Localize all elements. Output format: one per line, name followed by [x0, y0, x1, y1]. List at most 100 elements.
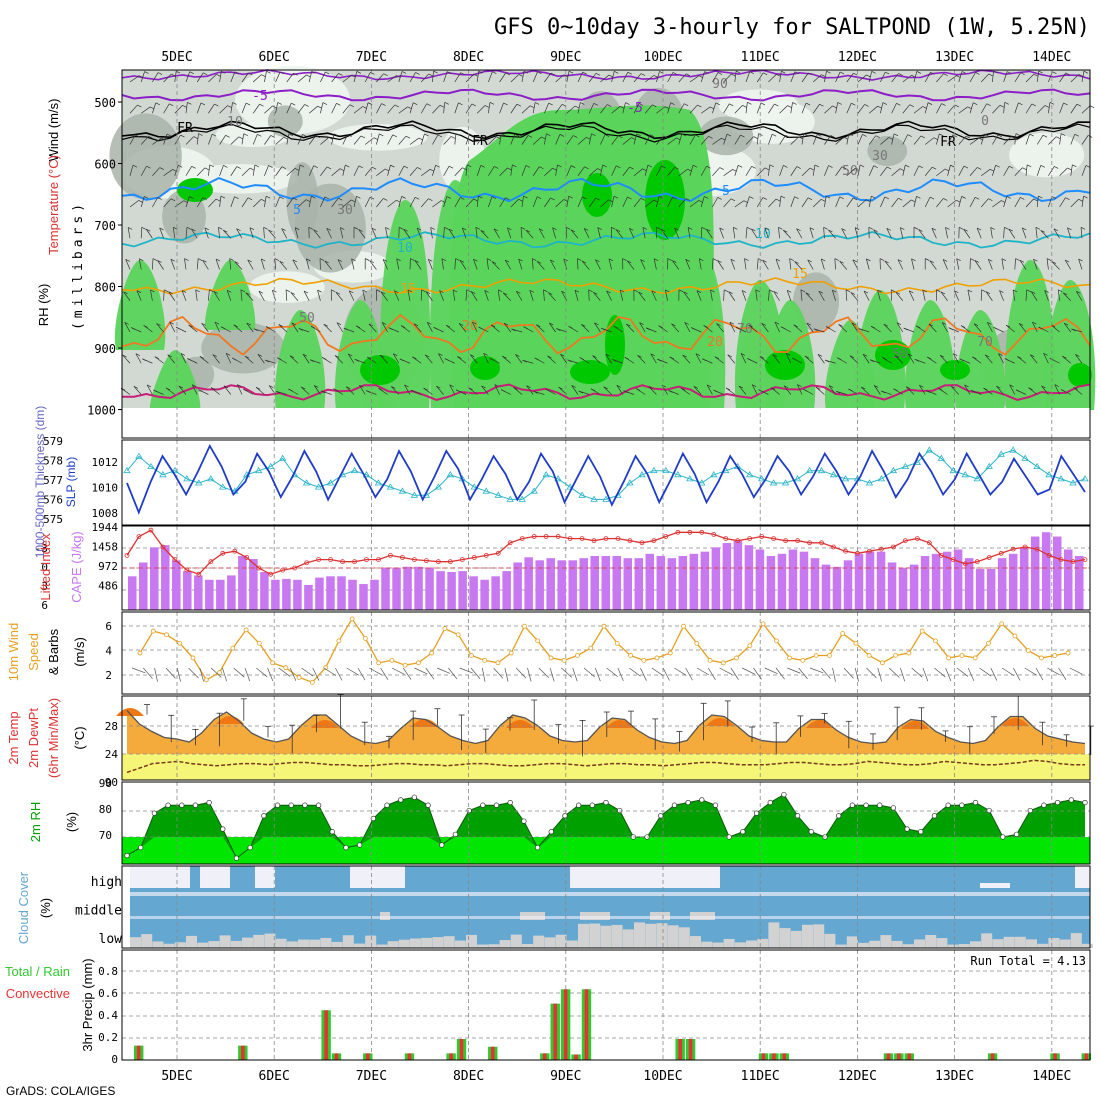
wind-barb — [588, 289, 590, 301]
thickness-label: 1000-500mb Thickness (dm) — [33, 406, 47, 559]
wind-barb-flag — [627, 196, 632, 200]
wind-barb-10m — [199, 667, 204, 682]
wind-barb-flag — [619, 289, 625, 293]
wind-barb-flag — [229, 258, 234, 261]
wind-barb-10m — [549, 667, 555, 682]
thickness-point — [841, 475, 850, 482]
cape-bar — [128, 576, 137, 610]
wind-barb-flag — [776, 74, 781, 77]
wind-barb-flag — [550, 197, 555, 201]
li-point — [148, 527, 154, 533]
rh2m-point — [480, 802, 486, 808]
wind-barb — [924, 196, 931, 208]
precip-convective-bar — [1053, 1053, 1057, 1060]
wind-barb — [727, 354, 736, 364]
wind-barb — [963, 229, 971, 239]
cape-bar — [700, 551, 710, 610]
wind-barb — [532, 102, 536, 114]
wind-barb-flag — [466, 164, 472, 168]
wind-barb-flag — [915, 325, 921, 329]
wind-barb-flag — [249, 167, 255, 171]
rh2m-point — [329, 829, 335, 835]
wind-barb-flag — [804, 355, 810, 359]
li-point — [855, 550, 860, 556]
wind-barb-flag — [772, 354, 777, 357]
wind-barb-flag — [729, 103, 734, 107]
rh2m-point — [384, 802, 390, 808]
wind-barb — [443, 227, 445, 239]
low-cloud-bar — [835, 944, 847, 948]
wind-barb — [656, 71, 660, 83]
wind-barb — [547, 292, 556, 301]
thickness-point — [710, 471, 718, 478]
wind-barb — [992, 71, 994, 83]
wind-barb — [140, 196, 145, 208]
wind-barb-flag — [1033, 258, 1038, 262]
wind-barb — [577, 102, 581, 114]
wind-speed-point — [309, 679, 315, 685]
wind-barb — [510, 74, 520, 83]
wind-barb-10m — [210, 667, 222, 678]
wind-speed-point — [482, 657, 488, 663]
wind-barb — [1054, 384, 1060, 395]
wind-barb — [404, 384, 411, 395]
rh2m-point — [890, 805, 897, 811]
wind-barb-flag — [446, 196, 451, 199]
wind-barb — [146, 384, 153, 395]
wind-barb-flag — [478, 70, 483, 74]
wind-barb-flag — [1033, 73, 1038, 77]
wind-barb-flag — [581, 324, 586, 327]
wind-barb — [684, 322, 691, 333]
wind-barb — [443, 196, 448, 208]
wind-barb — [458, 323, 467, 333]
wind-speed-point — [853, 640, 859, 646]
wind-barb — [135, 353, 142, 364]
wind-barb — [656, 165, 662, 176]
wind-barb-flag — [394, 104, 399, 108]
wind-speed-point — [455, 632, 461, 638]
wind-barb — [980, 198, 989, 208]
wind-barb-flag — [523, 326, 528, 329]
wind-barb — [376, 198, 384, 208]
li-point — [879, 546, 884, 552]
wind-barb-flag — [325, 71, 330, 75]
top-date-label: 11DEC — [741, 50, 780, 65]
wind-speed-point — [402, 662, 408, 668]
precip-tick-label: 0 — [111, 1053, 118, 1066]
wind-barb — [902, 134, 908, 145]
wind-barb — [427, 259, 433, 270]
wind-barb-flag — [640, 73, 646, 76]
wind-barb — [891, 198, 899, 208]
wind-barb — [616, 385, 624, 395]
wind-barb-flag — [396, 199, 401, 203]
wind-barb-flag — [706, 384, 712, 388]
wind-barb-flag — [223, 229, 228, 233]
wind-barb — [980, 73, 989, 83]
wind-barb-flag — [439, 104, 445, 108]
wind-barb-flag — [450, 136, 456, 139]
wind-barb-flag — [491, 196, 497, 199]
wind-barb-flag — [590, 388, 596, 392]
wind-barb-flag — [473, 258, 478, 262]
wind-barb-flag — [608, 199, 613, 203]
wind-barb — [493, 228, 500, 239]
wind-barb — [939, 354, 948, 364]
wind-barb — [615, 229, 624, 239]
li-point — [124, 553, 130, 558]
wind-barb-flag — [863, 290, 869, 294]
cape-bar — [931, 553, 941, 610]
wind-barb-flag — [936, 289, 941, 293]
wind-barb-flag — [201, 323, 206, 326]
wind-barb-flag — [841, 166, 847, 170]
wind-barb-flag — [650, 134, 655, 138]
wind-barb-flag — [180, 134, 185, 138]
wind-barb — [531, 258, 534, 270]
wind-barb — [990, 227, 993, 239]
wind-barb-flag — [181, 290, 187, 293]
wind-barb-flag — [614, 71, 619, 74]
wind-barb-flag — [695, 134, 700, 138]
wind-speed-point — [986, 640, 991, 646]
wind-barb-flag — [494, 384, 499, 387]
wind-speed-point — [217, 670, 222, 675]
wind-barb-flag — [974, 260, 980, 263]
